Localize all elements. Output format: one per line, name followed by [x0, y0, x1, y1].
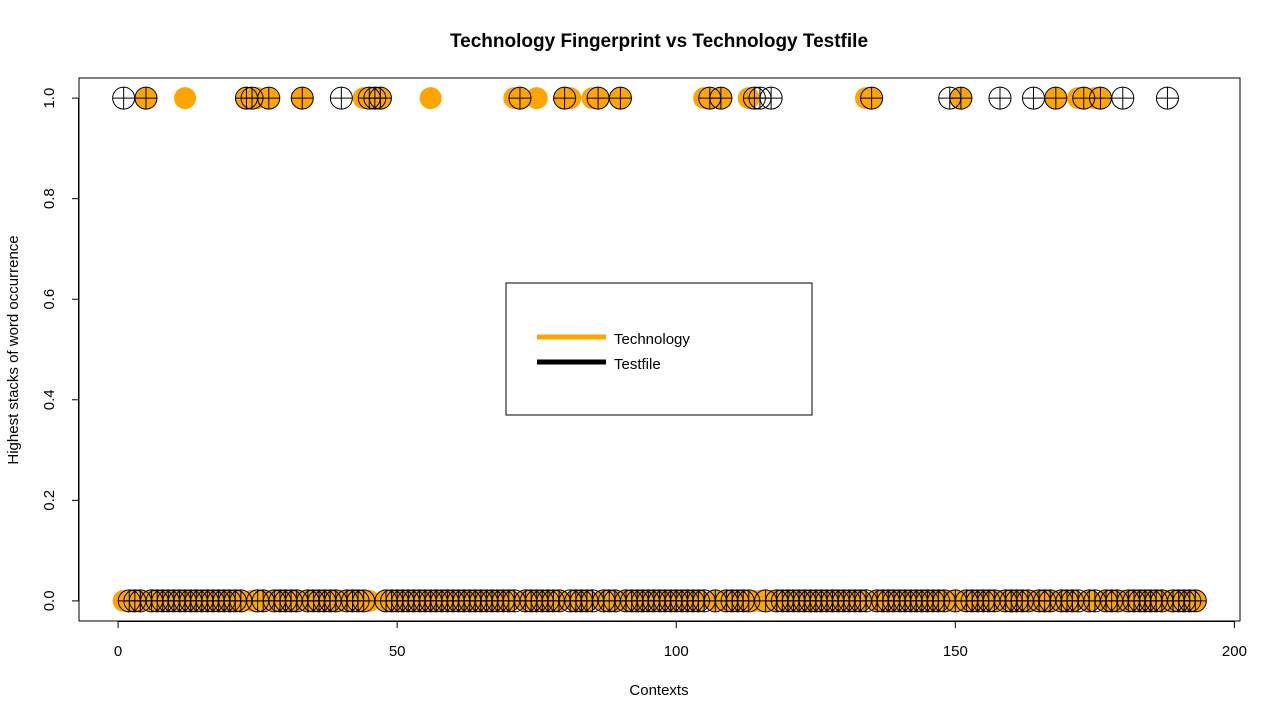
x-axis-label: Contexts: [629, 682, 688, 699]
plot-area: [112, 86, 1207, 613]
x-axis: 0 50 100 150 200: [114, 621, 1247, 660]
chart-title: Technology Fingerprint vs Technology Tes…: [450, 31, 868, 52]
testfile-point: [368, 86, 392, 110]
x-tick-label: 50: [389, 643, 406, 660]
testfile-point: [860, 86, 884, 110]
testfile-point: [508, 86, 532, 110]
testfile-point: [1044, 86, 1068, 110]
y-tick-label: 0.0: [41, 590, 58, 611]
legend-box: [505, 282, 813, 416]
testfile-point: [1088, 86, 1112, 110]
y-tick-label: 0.8: [41, 188, 58, 209]
testfile-point: [1021, 86, 1045, 110]
testfile-point: [988, 86, 1012, 110]
technology-point: [419, 87, 442, 110]
legend: Technology Testfile: [505, 282, 813, 416]
technology-point: [525, 87, 548, 110]
testfile-point: [709, 86, 733, 110]
y-tick-label: 0.2: [41, 490, 58, 511]
testfile-point: [1155, 86, 1179, 110]
y-axis: 0.0 0.2 0.4 0.6 0.8 1.0: [41, 88, 79, 611]
testfile-point: [608, 86, 632, 110]
y-tick-label: 0.4: [41, 389, 58, 410]
testfile-point: [257, 86, 281, 110]
testfile-point: [1111, 86, 1135, 110]
testfile-point: [949, 86, 973, 110]
testfile-point: [290, 86, 314, 110]
legend-technology-label: Technology: [614, 331, 690, 348]
x-tick-label: 0: [114, 643, 122, 660]
x-tick-label: 100: [664, 643, 689, 660]
testfile-point: [352, 589, 376, 613]
y-tick-label: 1.0: [41, 88, 58, 109]
technology-point: [174, 87, 197, 110]
testfile-point: [1183, 589, 1207, 613]
testfile-point: [112, 86, 136, 110]
testfile-point: [134, 86, 158, 110]
y-axis-label: Highest stacks of word occurrence: [5, 235, 22, 464]
legend-testfile-label: Testfile: [614, 356, 661, 373]
testfile-point: [553, 86, 577, 110]
x-tick-label: 200: [1222, 643, 1247, 660]
testfile-point: [329, 86, 353, 110]
testfile-point: [586, 86, 610, 110]
y-tick-label: 0.6: [41, 289, 58, 310]
x-tick-label: 150: [943, 643, 968, 660]
series-testfile: [112, 86, 1207, 613]
testfile-point: [759, 86, 783, 110]
